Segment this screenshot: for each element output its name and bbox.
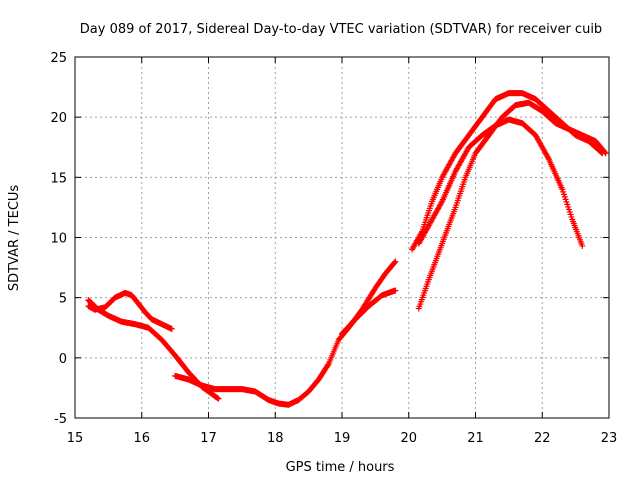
data-point [602,150,609,157]
data-point [391,259,398,266]
series-track-f [415,116,586,249]
data-point [215,395,222,402]
data-series [85,90,609,408]
y-tick-labels: -5 0 5 10 15 20 25 [50,51,67,427]
y-tick-label: 15 [50,171,67,186]
x-tick-label: 19 [334,431,351,446]
x-tick-label: 15 [67,431,84,446]
series-track-d [339,287,399,337]
data-point [392,287,399,294]
x-tick-labels: 15 16 17 18 19 20 21 22 23 [67,431,618,446]
x-tick-label: 21 [467,431,484,446]
y-tick-label: -5 [54,412,67,427]
axis-ticks [74,56,610,419]
x-tick-label: 18 [267,431,284,446]
series-track-c [172,258,399,408]
data-point [601,149,608,156]
chart-title: Day 089 of 2017, Sidereal Day-to-day VTE… [80,22,602,37]
data-point [168,325,175,332]
x-tick-label: 17 [200,431,217,446]
x-axis-label: GPS time / hours [286,460,395,475]
series-track-a [85,289,175,332]
data-point [214,395,221,402]
data-point [324,362,331,369]
x-tick-label: 22 [534,431,551,446]
y-tick-label: 25 [50,51,67,66]
x-tick-label: 23 [601,431,618,446]
y-tick-label: 0 [59,352,67,367]
data-point [392,258,399,265]
y-tick-label: 10 [50,232,67,247]
y-axis-label: SDTVAR / TECUs [7,185,22,292]
series-track-g [415,99,609,312]
y-tick-label: 5 [59,292,67,307]
data-point [579,242,586,249]
x-tick-label: 16 [133,431,150,446]
x-tick-label: 20 [400,431,417,446]
y-tick-label: 20 [50,111,67,126]
grid-lines [75,57,609,418]
series-track-e [409,90,606,253]
